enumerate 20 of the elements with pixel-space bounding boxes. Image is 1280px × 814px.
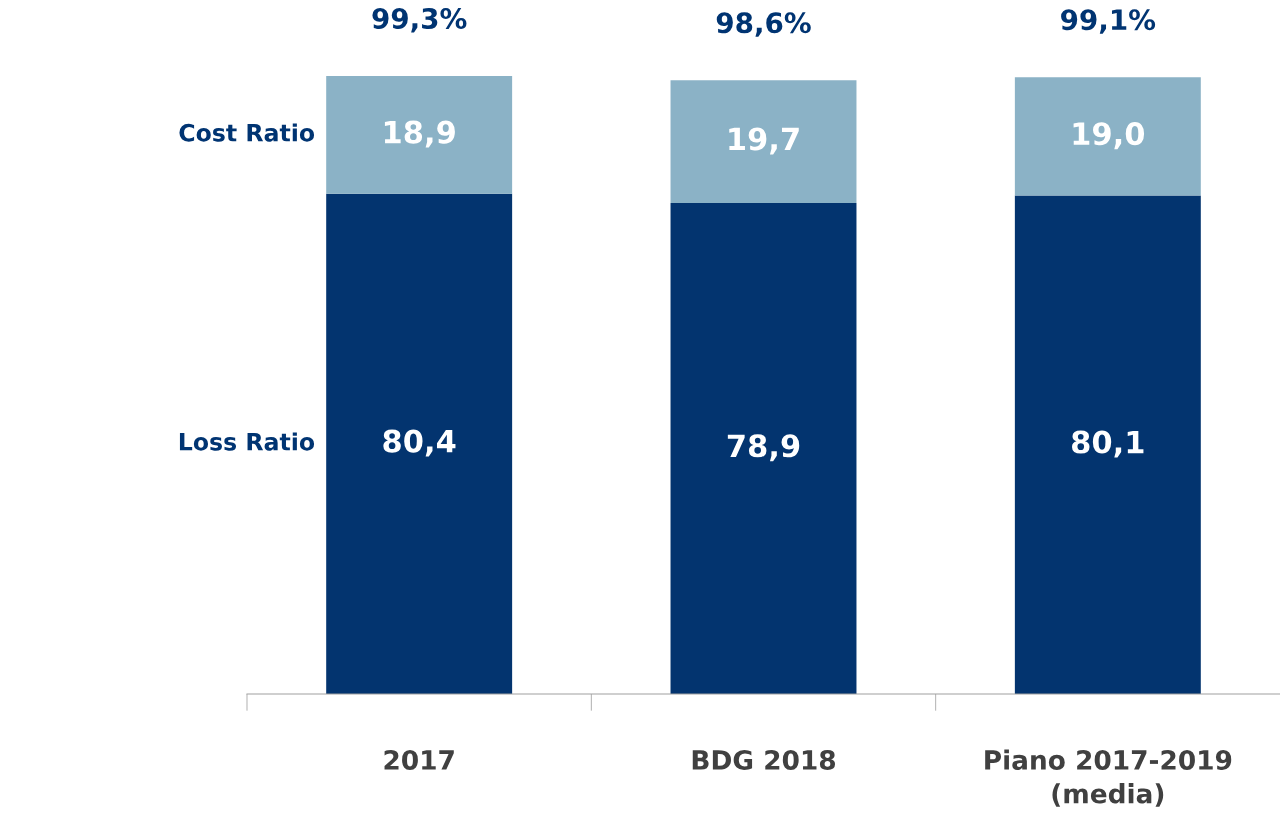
- bar: [1014, 195, 1201, 694]
- data-label: 80,4: [383, 429, 456, 457]
- data-label: 19,0: [1073, 122, 1145, 150]
- series-label: Loss Ratio: [179, 432, 315, 451]
- data-label: 19,7: [729, 127, 799, 155]
- data-label: 18,9: [384, 120, 455, 148]
- total-label: 98,6%: [716, 12, 811, 37]
- x-tick-label: BDG 2018: [692, 750, 836, 770]
- x-tick-label: 2017: [384, 750, 454, 770]
- data-label: 80,1: [1072, 430, 1144, 458]
- bar: [670, 80, 857, 203]
- series-label: Cost Ratio: [179, 123, 315, 142]
- total-label: 99,1%: [1061, 9, 1156, 34]
- data-label: 78,9: [727, 434, 800, 462]
- bar: [326, 76, 513, 194]
- bar: [326, 193, 513, 694]
- x-tick-label: Piano 2017-2019 (media): [985, 749, 1232, 807]
- total-label: 99,3%: [372, 7, 467, 33]
- bar: [670, 202, 857, 694]
- bar: [1014, 77, 1201, 196]
